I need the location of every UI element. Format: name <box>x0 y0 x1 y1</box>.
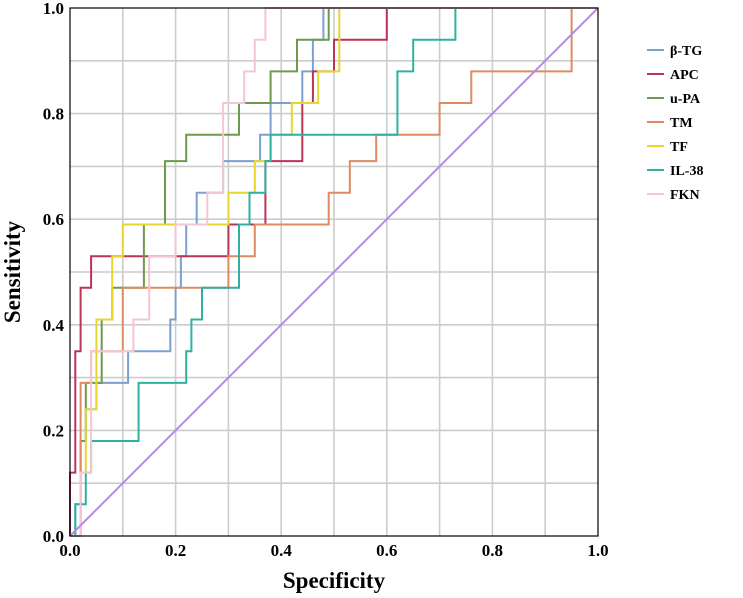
legend-label-apc: APC <box>670 68 699 83</box>
tick-labels: 0.0 0.2 0.4 0.6 0.8 1.0 0.0 0.2 0.4 0.6 0.8 1.0 <box>43 0 609 560</box>
x-tick-label: 0.2 <box>165 541 186 560</box>
legend-label-il-38: IL-38 <box>670 164 703 179</box>
x-tick-label: 0.8 <box>482 541 503 560</box>
legend-label-tg: β-TG <box>670 44 702 59</box>
y-axis-title: Sensitivity <box>0 220 25 323</box>
legend-label-tf: TF <box>670 140 688 155</box>
legend-label-tm: TM <box>670 116 693 131</box>
y-tick-label: 0.8 <box>43 105 64 124</box>
x-tick-label: 0.0 <box>59 541 80 560</box>
y-tick-label: 0.0 <box>43 527 64 546</box>
legend: β-TG APC u-PA TM TF IL-38 FKN <box>647 44 703 203</box>
series-line-fkn <box>70 7 598 537</box>
series-line-tf <box>70 7 598 537</box>
y-tick-label: 0.2 <box>43 421 64 440</box>
x-tick-label: 1.0 <box>587 541 608 560</box>
y-tick-label: 0.6 <box>43 210 64 229</box>
series-line-u-pa <box>70 7 598 537</box>
x-tick-label: 0.6 <box>376 541 397 560</box>
legend-label-u-pa: u-PA <box>670 92 701 107</box>
series-lines <box>69 7 599 537</box>
x-axis-title: Specificity <box>283 568 386 593</box>
y-tick-label: 1.0 <box>43 0 64 18</box>
legend-label-fkn: FKN <box>670 188 700 203</box>
plot-frame <box>69 7 599 537</box>
series-line-reference <box>69 7 599 537</box>
x-tick-label: 0.4 <box>271 541 293 560</box>
y-tick-label: 0.4 <box>43 316 65 335</box>
